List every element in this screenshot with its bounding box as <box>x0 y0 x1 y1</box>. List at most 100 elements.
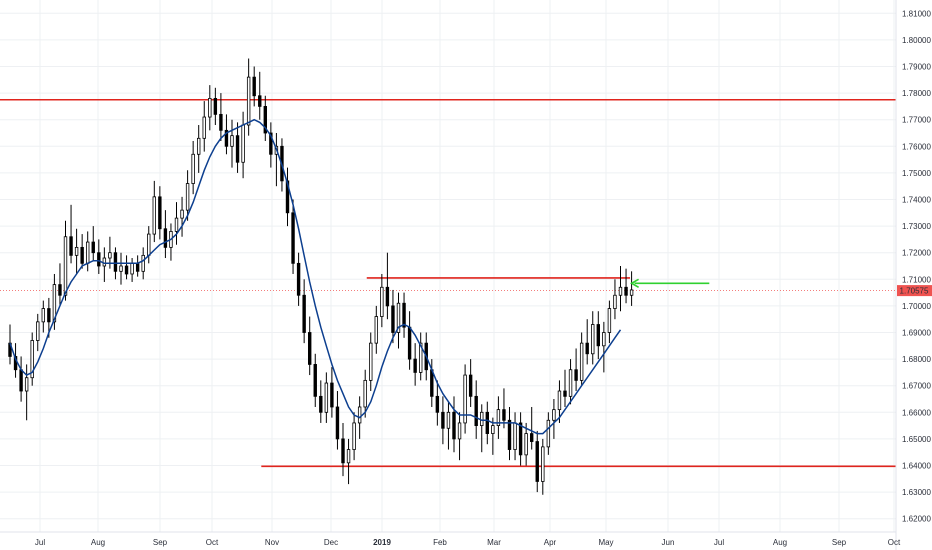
x-tick-label: Jul <box>35 538 45 547</box>
arrow-head-icon[interactable] <box>629 278 639 288</box>
candle-body <box>585 342 589 355</box>
candle-body <box>552 409 556 421</box>
candle <box>335 391 340 450</box>
y-tick-label: 1.81000 <box>902 9 931 18</box>
candle-body <box>557 390 562 411</box>
candle <box>524 422 528 466</box>
candle <box>91 226 95 261</box>
candle <box>513 412 517 461</box>
y-tick-label: 1.71000 <box>902 275 931 284</box>
candle-body <box>352 422 356 450</box>
candle <box>219 93 223 141</box>
candle-body <box>407 326 412 360</box>
candle <box>296 252 301 306</box>
x-tick-label: Aug <box>91 538 105 547</box>
x-tick-label: Oct <box>206 538 219 547</box>
candle-body <box>313 364 317 397</box>
candle-body <box>91 241 95 254</box>
price-axis[interactable]: 1.62000 1.63000 1.64000 1.65000 1.66000 1.670… <box>902 9 931 523</box>
candle-body <box>74 246 79 256</box>
last-price-badge <box>897 285 932 297</box>
candle-body <box>185 183 190 211</box>
candle-body <box>302 294 306 333</box>
candle-body <box>158 196 162 230</box>
candle-body <box>330 382 334 408</box>
candle <box>346 438 351 485</box>
last-price-label: 1.70575 <box>897 285 932 297</box>
y-tick-label: 1.80000 <box>902 36 931 45</box>
candle-body <box>441 411 445 429</box>
candle-body <box>518 422 523 456</box>
candle <box>235 122 240 173</box>
y-tick-label: 1.72000 <box>902 249 931 258</box>
candle <box>591 311 595 365</box>
y-tick-label: 1.62000 <box>902 515 931 524</box>
candle <box>396 292 401 349</box>
candle <box>330 367 334 418</box>
candle <box>19 356 23 402</box>
candle <box>97 239 101 274</box>
candle-body <box>47 308 51 323</box>
time-axis[interactable]: Jul Aug Sep Oct Nov Dec 2019 Feb Mar Apr May Jun Jul… <box>35 538 901 547</box>
candle-body <box>380 286 384 317</box>
candle <box>213 87 218 126</box>
candle-body <box>607 308 612 333</box>
candle <box>341 422 345 477</box>
candlesticks <box>8 58 634 495</box>
candle-body <box>230 135 234 147</box>
candle <box>363 369 367 418</box>
candle <box>602 321 606 373</box>
candle-body <box>474 395 478 426</box>
candle <box>274 133 279 187</box>
candle-body <box>546 419 551 448</box>
candle-body <box>191 153 195 184</box>
candle <box>24 364 29 421</box>
moving-average-line <box>9 118 622 435</box>
price-axis-background <box>896 0 932 550</box>
candle-body <box>24 377 29 392</box>
candle <box>391 289 395 344</box>
candle <box>285 167 290 227</box>
candle-body <box>108 252 112 259</box>
candle <box>496 396 501 439</box>
y-tick-label: 1.67000 <box>902 382 931 391</box>
annotation-arrow[interactable] <box>629 278 710 288</box>
candle <box>596 311 600 360</box>
candle <box>174 202 179 245</box>
candle <box>352 412 356 461</box>
y-tick-label: 1.63000 <box>902 488 931 497</box>
candle <box>502 388 506 429</box>
grid <box>0 0 896 532</box>
candle <box>208 85 212 131</box>
y-tick-label: 1.79000 <box>902 63 931 72</box>
candle <box>74 228 79 274</box>
candle <box>324 372 329 423</box>
candle <box>36 313 40 352</box>
candle-body <box>385 286 390 307</box>
candle <box>507 406 512 461</box>
candle <box>58 263 62 306</box>
candle-body <box>97 252 101 267</box>
candle-body <box>602 332 606 347</box>
candle <box>252 66 256 107</box>
candle <box>518 412 523 466</box>
support-resistance-lines[interactable] <box>0 98 896 468</box>
x-tick-label: Feb <box>433 538 447 547</box>
candle-body <box>524 433 528 456</box>
candle <box>557 380 562 423</box>
candle-body <box>369 342 373 381</box>
candle <box>385 252 390 320</box>
candle <box>135 255 140 277</box>
x-tick-label: 2019 <box>373 538 391 547</box>
candle-body <box>446 411 451 429</box>
candle-body <box>491 425 495 434</box>
candle <box>30 332 34 386</box>
candle <box>163 210 168 259</box>
candle-body <box>480 411 484 426</box>
x-tick-label: May <box>598 538 613 547</box>
candle-body <box>457 422 462 440</box>
candle-body <box>468 374 473 397</box>
candle <box>407 311 412 370</box>
